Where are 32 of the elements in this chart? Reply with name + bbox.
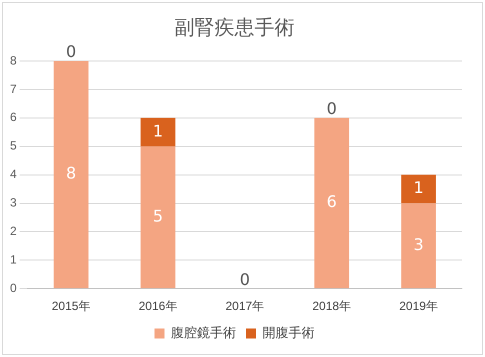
- bar: [140, 118, 176, 146]
- data-label: 1: [413, 178, 424, 198]
- data-label: 0: [66, 42, 76, 62]
- data-label: 1: [152, 121, 164, 140]
- bar: [401, 174, 436, 204]
- data-label: 3: [413, 234, 424, 254]
- data-label: 0: [326, 99, 337, 118]
- legend-label: 腹腔鏡手術: [171, 326, 236, 341]
- y-tick-label: 4: [10, 167, 17, 182]
- y-tick-label: 2: [10, 224, 17, 238]
- data-label: 5: [152, 206, 164, 226]
- y-tick-label: 1: [10, 252, 17, 266]
- y-tick-label: 0: [10, 280, 17, 295]
- y-tick-label: 3: [10, 196, 17, 210]
- x-tick-label: 2016年: [138, 299, 178, 314]
- x-tick-label: 2019年: [399, 299, 438, 314]
- data-label: 8: [66, 164, 76, 183]
- data-label: 6: [326, 192, 337, 212]
- y-tick-label: 7: [10, 82, 17, 96]
- data-label: 0: [240, 270, 250, 289]
- x-tick-label: 2017年: [225, 299, 264, 314]
- bar: [140, 146, 176, 288]
- bar: [314, 118, 350, 288]
- y-tick-label: 6: [10, 110, 17, 124]
- legend-label: 開腹手術: [262, 326, 314, 341]
- bar: [54, 61, 88, 288]
- y-tick-label: 8: [10, 53, 17, 68]
- x-tick-label: 2015年: [52, 299, 90, 314]
- chart-title: 副腎疾患手術: [174, 15, 294, 40]
- y-tick-label: 5: [10, 138, 17, 153]
- x-tick-label: 2018年: [312, 299, 352, 314]
- bar: [401, 203, 436, 288]
